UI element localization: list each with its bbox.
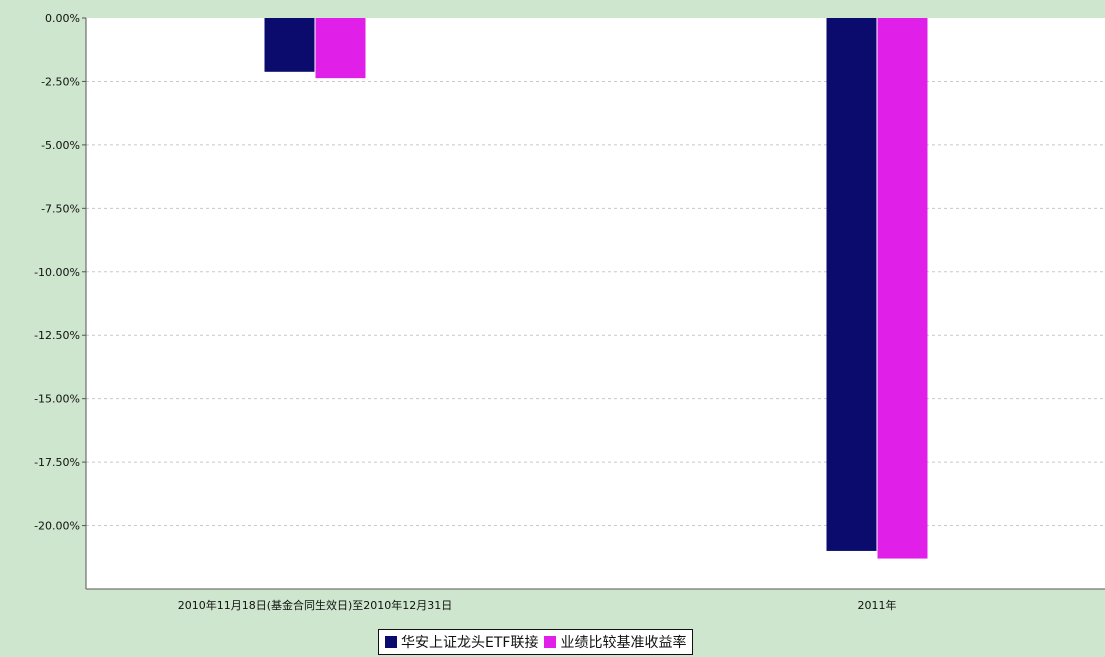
- y-tick-label: -15.00%: [34, 393, 80, 406]
- y-tick-label: -10.00%: [34, 266, 80, 279]
- legend-label-series-1: 业绩比较基准收益率: [560, 635, 687, 651]
- legend-label-series-0: 华安上证龙头ETF联接: [401, 635, 539, 651]
- y-tick-label: 0.00%: [45, 12, 80, 25]
- y-tick-label: -20.00%: [34, 520, 80, 533]
- y-tick-label: -17.50%: [34, 456, 80, 469]
- x-category-label: 2010年11月18日(基金合同生效日)至2010年12月31日: [178, 598, 453, 612]
- bar-series-0-cat-1: [826, 18, 877, 551]
- y-tick-label: -2.50%: [41, 75, 80, 88]
- y-axis-ticks: 0.00% -2.50% -5.00% -7.50% -10.00% -12.50% -15…: [34, 12, 86, 533]
- legend-swatch-series-0: [385, 636, 397, 648]
- grid-lines: [86, 80, 1105, 527]
- bar-series-0-cat-0: [264, 18, 315, 72]
- legend: 华安上证龙头ETF联接 业绩比较基准收益率: [378, 629, 694, 655]
- x-axis-categories: 2010年11月18日(基金合同生效日)至2010年12月31日 2011年: [178, 598, 897, 612]
- bars: [264, 18, 928, 559]
- plot-area: [86, 18, 1105, 589]
- bar-series-1-cat-0: [315, 18, 366, 79]
- legend-item-series-1: 业绩比较基准收益率: [544, 632, 686, 652]
- y-tick-label: -12.50%: [34, 329, 80, 342]
- y-tick-label: -5.00%: [41, 139, 80, 152]
- bar-series-1-cat-1: [877, 18, 928, 559]
- y-tick-label: -7.50%: [41, 202, 80, 215]
- legend-swatch-series-1: [544, 636, 557, 648]
- legend-item-series-0: 华安上证龙头ETF联接: [385, 632, 538, 652]
- x-category-label: 2011年: [858, 598, 897, 612]
